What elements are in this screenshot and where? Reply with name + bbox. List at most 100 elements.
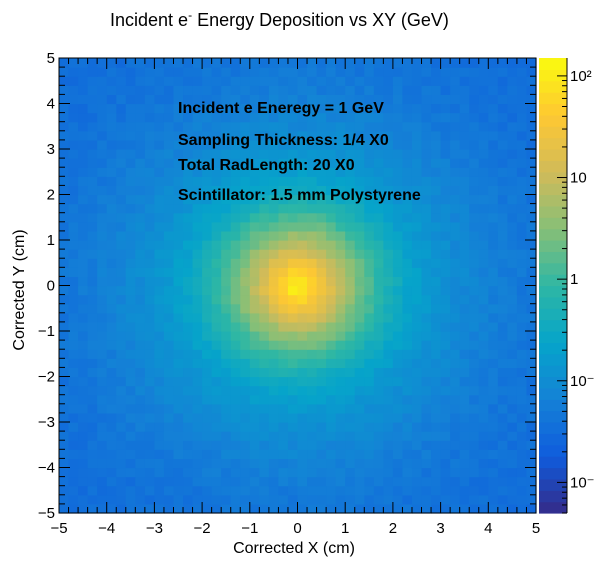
heatmap-cell	[106, 422, 117, 432]
heatmap-cell	[478, 176, 489, 186]
heatmap-cell	[478, 449, 489, 459]
heatmap-cell	[440, 194, 451, 205]
heatmap-cell	[192, 58, 203, 68]
heatmap-cell	[297, 358, 308, 368]
heatmap-cell	[87, 76, 98, 86]
heatmap-cell	[173, 149, 184, 159]
heatmap-cell	[116, 303, 127, 314]
heatmap-cell	[259, 94, 270, 105]
heatmap-cell	[316, 276, 327, 287]
heatmap-cell	[116, 285, 127, 296]
heatmap-cell	[116, 485, 127, 496]
heatmap-cell	[364, 340, 375, 350]
heatmap-cell	[154, 194, 165, 205]
heatmap-cell	[68, 403, 79, 414]
heatmap-cell	[87, 121, 98, 132]
heatmap-cell	[173, 112, 184, 123]
heatmap-cell	[144, 121, 155, 132]
heatmap-cell	[135, 185, 146, 196]
heatmap-cell	[106, 85, 117, 95]
heatmap-cell	[287, 376, 299, 387]
heatmap-cell	[411, 485, 423, 496]
heatmap-cell	[116, 167, 127, 177]
heatmap-cell	[68, 349, 79, 359]
heatmap-cell	[125, 149, 136, 159]
heatmap-cell	[230, 449, 241, 459]
heatmap-cell	[211, 431, 222, 441]
heatmap-cell	[297, 112, 308, 123]
heatmap-cell	[125, 367, 136, 378]
heatmap-cell	[526, 403, 537, 414]
heatmap-cell	[211, 94, 222, 105]
heatmap-cell	[202, 412, 213, 423]
heatmap-cell	[278, 276, 289, 287]
heatmap-cell	[59, 230, 70, 241]
heatmap-cell	[478, 367, 489, 378]
heatmap-cell	[192, 67, 203, 77]
heatmap-cell	[297, 340, 308, 350]
heatmap-cell	[144, 67, 155, 77]
heatmap-cell	[411, 67, 423, 77]
heatmap-cell	[440, 240, 451, 250]
heatmap-cell	[221, 358, 232, 368]
heatmap-cell	[68, 76, 79, 86]
heatmap-cell	[326, 185, 337, 196]
heatmap-cell	[259, 121, 270, 132]
heatmap-cell	[392, 94, 404, 105]
heatmap-cell	[345, 194, 356, 205]
heatmap-cell	[183, 303, 194, 314]
heatmap-cell	[469, 358, 480, 368]
heatmap-cell	[440, 221, 451, 232]
heatmap-cell	[488, 94, 499, 105]
heatmap-cell	[59, 403, 70, 414]
heatmap-cell	[192, 394, 203, 405]
heatmap-cell	[78, 67, 89, 77]
heatmap-cell	[478, 458, 489, 469]
heatmap-cell	[68, 321, 79, 332]
heatmap-cell	[440, 494, 451, 505]
heatmap-cell	[497, 121, 508, 132]
heatmap-cell	[78, 58, 89, 68]
heatmap-cell	[345, 449, 356, 459]
heatmap-cell	[478, 203, 489, 214]
heatmap-cell	[259, 167, 270, 177]
heatmap-cell	[116, 267, 127, 277]
heatmap-cell	[125, 294, 136, 305]
heatmap-cell	[173, 103, 184, 114]
heatmap-cell	[440, 358, 451, 368]
heatmap-cell	[516, 139, 528, 150]
heatmap-cell	[106, 321, 117, 332]
heatmap-cell	[364, 176, 375, 186]
heatmap-cell	[488, 112, 499, 123]
heatmap-cell	[431, 276, 442, 287]
heatmap-cell	[268, 221, 280, 232]
heatmap-cell	[97, 394, 108, 405]
heatmap-cell	[230, 240, 241, 250]
heatmap-cell	[421, 258, 432, 268]
heatmap-cell	[87, 503, 98, 514]
heatmap-cell	[450, 394, 461, 405]
heatmap-cell	[192, 230, 203, 241]
heatmap-cell	[249, 158, 260, 168]
heatmap-cell	[259, 476, 270, 487]
heatmap-cell	[478, 331, 489, 341]
colorbar-tick-label: 10⁻	[570, 373, 595, 390]
heatmap-cell	[316, 403, 327, 414]
heatmap-cell	[135, 258, 146, 268]
heatmap-cell	[316, 176, 327, 186]
heatmap-cell	[411, 321, 423, 332]
heatmap-cell	[249, 130, 260, 141]
heatmap-cell	[202, 121, 213, 132]
heatmap-cell	[516, 349, 528, 359]
heatmap-cell	[202, 112, 213, 123]
heatmap-cell	[316, 467, 327, 478]
heatmap-cell	[516, 212, 528, 223]
heatmap-cell	[354, 385, 365, 396]
heatmap-cell	[345, 167, 356, 177]
heatmap-cell	[268, 403, 280, 414]
heatmap-cell	[202, 67, 213, 77]
heatmap-cell	[488, 476, 499, 487]
heatmap-cell	[373, 203, 384, 214]
heatmap-cell	[402, 276, 413, 287]
colorbar-segment	[539, 319, 567, 332]
